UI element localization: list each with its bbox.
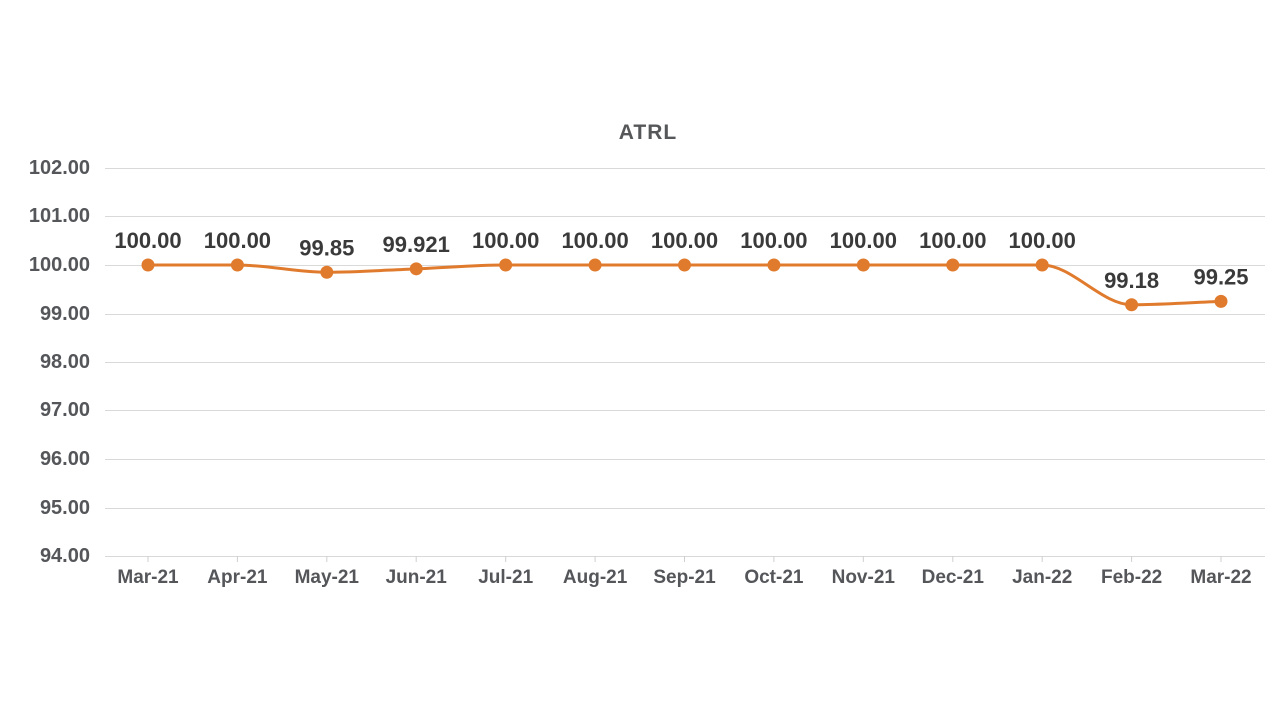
svg-text:100.00: 100.00	[740, 228, 807, 253]
svg-text:100.00: 100.00	[472, 228, 539, 253]
svg-text:102.00: 102.00	[29, 157, 90, 179]
svg-text:99.85: 99.85	[299, 235, 354, 260]
svg-text:Jan-22: Jan-22	[1012, 567, 1072, 588]
svg-text:Nov-21: Nov-21	[832, 567, 896, 588]
svg-text:Mar-21: Mar-21	[117, 567, 179, 588]
svg-text:May-21: May-21	[295, 567, 360, 588]
svg-text:Apr-21: Apr-21	[207, 567, 268, 588]
svg-text:Jul-21: Jul-21	[478, 567, 533, 588]
svg-text:99.18: 99.18	[1104, 268, 1159, 293]
svg-text:100.00: 100.00	[919, 228, 986, 253]
svg-text:100.00: 100.00	[114, 228, 181, 253]
svg-text:97.00: 97.00	[40, 399, 90, 421]
svg-text:100.00: 100.00	[561, 228, 628, 253]
svg-text:99.921: 99.921	[383, 232, 450, 257]
svg-text:99.25: 99.25	[1193, 264, 1248, 289]
svg-text:Oct-21: Oct-21	[744, 567, 804, 588]
svg-text:95.00: 95.00	[40, 497, 90, 519]
svg-text:Sep-21: Sep-21	[653, 567, 716, 588]
svg-text:100.00: 100.00	[1009, 228, 1076, 253]
svg-text:101.00: 101.00	[29, 205, 90, 227]
svg-text:100.00: 100.00	[29, 254, 90, 276]
svg-text:100.00: 100.00	[204, 228, 271, 253]
svg-text:Feb-22: Feb-22	[1101, 567, 1162, 588]
svg-text:94.00: 94.00	[40, 545, 90, 567]
svg-text:Mar-22: Mar-22	[1190, 567, 1251, 588]
svg-text:100.00: 100.00	[830, 228, 897, 253]
svg-text:Dec-21: Dec-21	[922, 567, 985, 588]
svg-text:Jun-21: Jun-21	[386, 567, 448, 588]
svg-text:99.00: 99.00	[40, 303, 90, 325]
svg-text:96.00: 96.00	[40, 448, 90, 470]
svg-text:98.00: 98.00	[40, 351, 90, 373]
svg-text:100.00: 100.00	[651, 228, 718, 253]
svg-text:Aug-21: Aug-21	[563, 567, 628, 588]
